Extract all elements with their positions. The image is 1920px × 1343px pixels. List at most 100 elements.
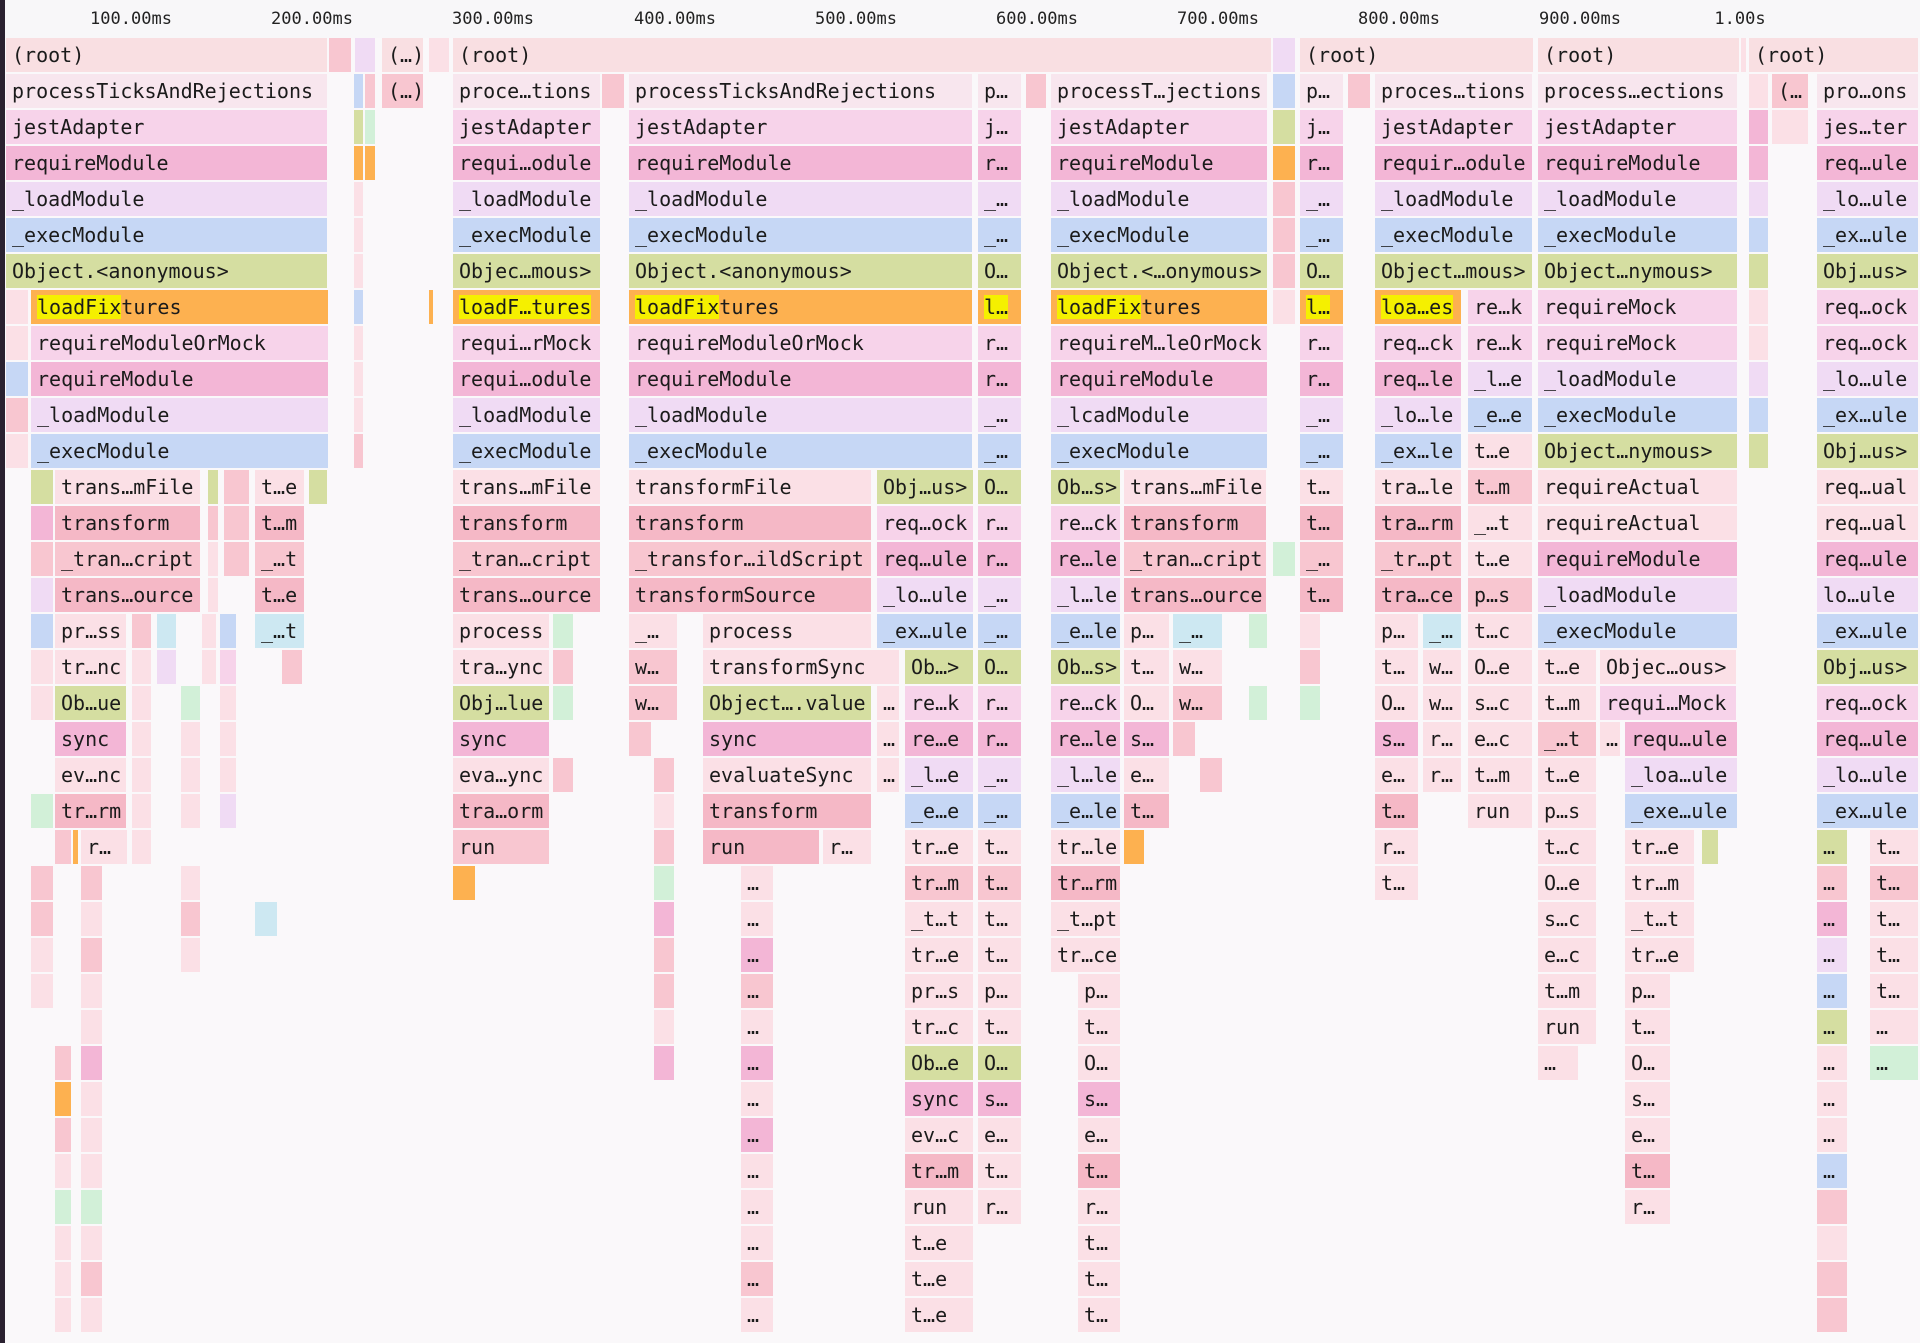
flame-frame[interactable]: s… — [1124, 722, 1171, 758]
flame-frame[interactable]: _loadModule — [1538, 578, 1739, 614]
flame-frame[interactable] — [55, 1262, 73, 1298]
flame-frame[interactable]: t…c — [1538, 830, 1598, 866]
flame-frame[interactable]: jestAdapter — [1538, 110, 1739, 146]
flame-frame[interactable]: _lo…ule — [1817, 362, 1920, 398]
flame-frame[interactable]: jestAdapter — [1051, 110, 1269, 146]
flame-frame[interactable]: processTicksAndRejections — [6, 74, 329, 110]
flame-frame[interactable] — [1749, 326, 1770, 362]
flame-frame[interactable] — [255, 902, 279, 938]
flame-frame[interactable]: _loadModule — [629, 398, 974, 434]
flame-frame[interactable]: O… — [978, 254, 1023, 290]
flame-frame[interactable] — [354, 74, 365, 110]
flame-frame[interactable] — [55, 1082, 73, 1118]
flame-frame[interactable]: ev…nc — [55, 758, 128, 794]
flame-frame[interactable] — [181, 722, 202, 758]
flame-frame[interactable]: _loadModule — [629, 182, 974, 218]
flame-frame[interactable] — [6, 290, 30, 326]
flame-frame[interactable]: re…ck — [1051, 506, 1122, 542]
flame-frame[interactable] — [220, 686, 238, 722]
flame-frame[interactable]: w… — [1423, 686, 1463, 722]
flame-frame[interactable]: tr…le — [1051, 830, 1122, 866]
flame-frame[interactable]: loadF…tures — [453, 290, 602, 326]
flame-frame[interactable]: jestAdapter — [453, 110, 602, 146]
flame-frame[interactable]: … — [741, 1118, 775, 1154]
flame-frame[interactable]: _loadModule — [1538, 182, 1739, 218]
flame-frame[interactable]: Object.<…onymous> — [1051, 254, 1269, 290]
flame-frame[interactable]: _… — [978, 758, 1023, 794]
flame-frame[interactable] — [81, 902, 104, 938]
flame-frame[interactable]: _loadModule — [1051, 182, 1269, 218]
flame-frame[interactable]: _execModule — [453, 434, 602, 470]
flame-frame[interactable] — [1817, 1190, 1849, 1226]
flame-frame[interactable]: _execModule — [1051, 218, 1269, 254]
flame-frame[interactable]: … — [877, 686, 901, 722]
flame-frame[interactable] — [654, 902, 676, 938]
flame-frame[interactable] — [1702, 830, 1720, 866]
flame-frame[interactable]: req…ule — [877, 542, 975, 578]
flame-frame[interactable]: _… — [1300, 182, 1345, 218]
flame-frame[interactable]: jes…ter — [1817, 110, 1920, 146]
flame-frame[interactable] — [354, 110, 365, 146]
flame-frame[interactable]: tr…e — [905, 830, 975, 866]
flame-frame[interactable]: … — [1817, 1046, 1849, 1082]
flame-frame[interactable]: _ex…ule — [1817, 794, 1920, 830]
flame-frame[interactable]: transform — [629, 506, 873, 542]
flame-frame[interactable]: e…c — [1538, 938, 1598, 974]
flame-frame[interactable] — [224, 542, 251, 578]
flame-frame[interactable]: _… — [1300, 542, 1345, 578]
flame-frame[interactable]: requireModule — [1538, 542, 1739, 578]
flame-frame[interactable]: _l…e — [905, 758, 975, 794]
flame-frame[interactable]: run — [703, 830, 821, 866]
flame-frame[interactable]: re…e — [905, 722, 975, 758]
flame-frame[interactable]: requi…rMock — [453, 326, 602, 362]
flame-frame[interactable]: loadFixtures — [629, 290, 974, 326]
flame-frame[interactable]: … — [1817, 1010, 1849, 1046]
flame-frame[interactable]: _lo…ule — [1817, 758, 1920, 794]
flame-frame[interactable] — [55, 1298, 73, 1334]
flame-frame[interactable]: tr…rm — [1051, 866, 1122, 902]
flame-frame[interactable]: s… — [1625, 1082, 1672, 1118]
flame-frame[interactable]: _…t — [255, 614, 306, 650]
flame-frame[interactable]: transform — [1124, 506, 1268, 542]
flame-frame[interactable]: _execModule — [1051, 434, 1269, 470]
flame-frame[interactable]: t… — [978, 1010, 1023, 1046]
flame-frame[interactable]: (root) — [1538, 38, 1741, 74]
flame-frame[interactable]: p… — [978, 974, 1023, 1010]
flame-frame[interactable]: _e…e — [905, 794, 975, 830]
flame-frame[interactable] — [1273, 542, 1297, 578]
flame-frame[interactable]: proces…tions — [1375, 74, 1534, 110]
flame-frame[interactable]: sync — [453, 722, 551, 758]
flame-frame[interactable]: req…ual — [1817, 470, 1920, 506]
flame-frame[interactable]: r… — [978, 722, 1023, 758]
flame-frame[interactable] — [31, 902, 55, 938]
flame-frame[interactable]: … — [741, 1226, 775, 1262]
flame-frame[interactable]: t…e — [255, 470, 306, 506]
flame-frame[interactable]: trans…mFile — [453, 470, 602, 506]
flame-frame[interactable]: e… — [1124, 758, 1171, 794]
flame-frame[interactable] — [354, 362, 365, 398]
flame-frame[interactable]: t… — [1625, 1010, 1672, 1046]
flame-frame[interactable]: _loa…ule — [1625, 758, 1739, 794]
flame-frame[interactable]: r… — [1625, 1190, 1672, 1226]
flame-frame[interactable]: requi…odule — [453, 362, 602, 398]
flame-frame[interactable]: re…k — [1468, 290, 1534, 326]
flame-frame[interactable] — [81, 1082, 104, 1118]
flame-frame[interactable]: … — [741, 1262, 775, 1298]
flame-frame[interactable] — [1772, 110, 1810, 146]
flame-frame[interactable] — [81, 1154, 104, 1190]
flame-frame[interactable] — [6, 326, 30, 362]
flame-frame[interactable]: run — [1468, 794, 1534, 830]
flame-frame[interactable]: _l…le — [1051, 758, 1122, 794]
flame-frame[interactable]: … — [1817, 1154, 1849, 1190]
flame-frame[interactable]: p…s — [1538, 794, 1598, 830]
flame-frame[interactable]: tr…ce — [1051, 938, 1122, 974]
flame-frame[interactable]: O… — [978, 650, 1023, 686]
flame-frame[interactable]: tra…rm — [1375, 506, 1463, 542]
flame-frame[interactable]: sync — [703, 722, 873, 758]
flame-frame[interactable] — [73, 830, 80, 866]
flame-frame[interactable]: t…m — [1538, 974, 1598, 1010]
flame-frame[interactable]: … — [741, 938, 775, 974]
flame-frame[interactable]: Object…nymous> — [1538, 254, 1739, 290]
flame-frame[interactable]: t… — [1375, 650, 1420, 686]
flame-frame[interactable]: _ex…ule — [1817, 398, 1920, 434]
